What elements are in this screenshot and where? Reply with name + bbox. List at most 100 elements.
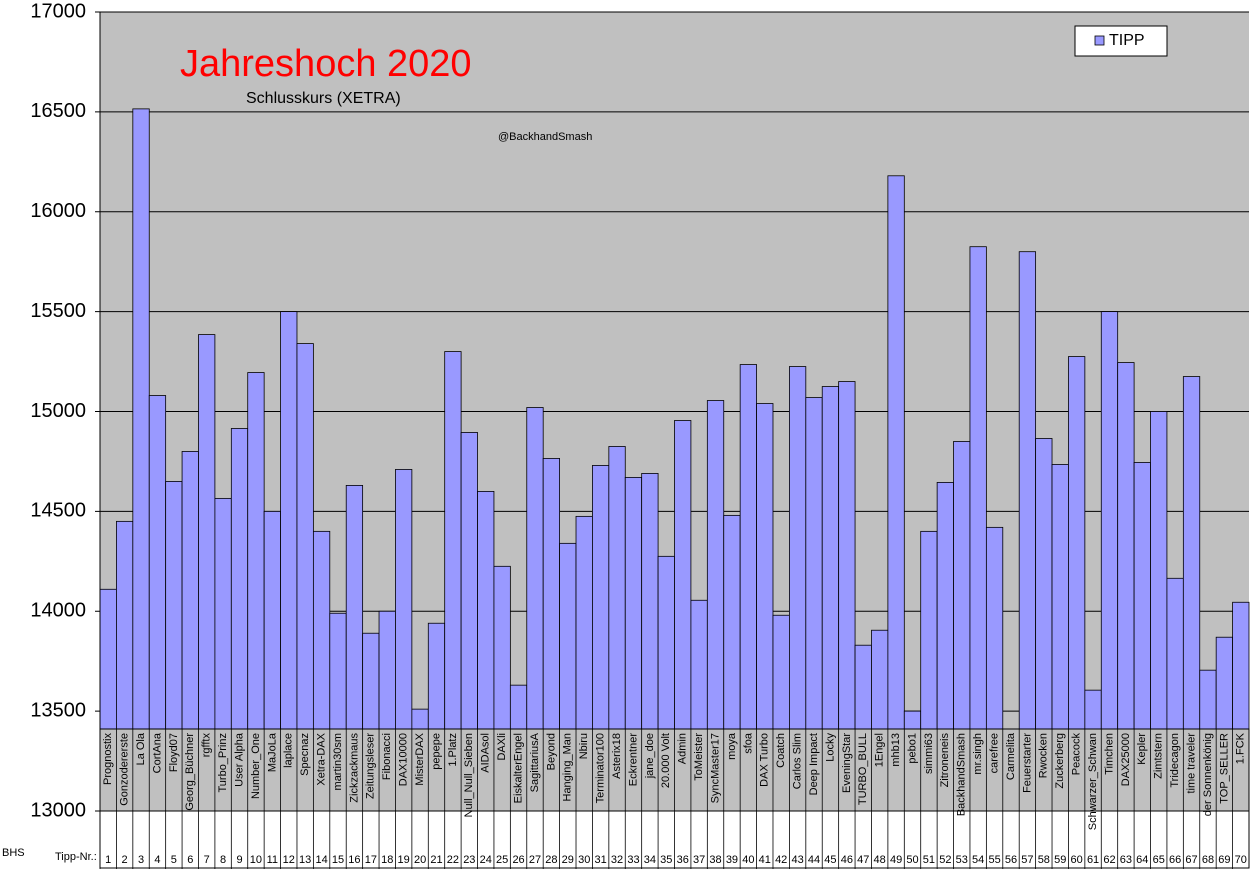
chart-subtitle: Schlusskurs (XETRA) bbox=[246, 90, 401, 107]
x-tick-label: simmi63 bbox=[923, 733, 935, 774]
tipp-number: 25 bbox=[496, 854, 508, 866]
x-tick-label: BackhandSmash bbox=[956, 733, 968, 816]
tipp-number: 41 bbox=[759, 854, 771, 866]
x-tick-label: Locky bbox=[824, 733, 836, 762]
y-tick-label: 14000 bbox=[30, 600, 86, 622]
x-tick-label: Zickzackmaus bbox=[348, 733, 360, 803]
x-tick-label: Zuckerberg bbox=[1054, 733, 1066, 789]
tipp-number: 52 bbox=[939, 854, 951, 866]
tipp-number: 16 bbox=[348, 854, 360, 866]
x-tick-label: ToMeister bbox=[693, 733, 705, 781]
tipp-number: 64 bbox=[1136, 854, 1148, 866]
tipp-number: 17 bbox=[365, 854, 377, 866]
x-tick-label: Xetra-DAX bbox=[315, 732, 327, 785]
x-tick-label: Gonzodererste bbox=[119, 733, 131, 806]
tipp-number: 68 bbox=[1202, 854, 1214, 866]
x-tick-label: Rwocken bbox=[1038, 733, 1050, 778]
x-tick-label: Nbiru bbox=[578, 733, 590, 759]
tipp-number: 8 bbox=[220, 854, 226, 866]
bar bbox=[969, 246, 987, 812]
x-tick-label: Terminator100 bbox=[595, 733, 607, 803]
tipp-number: 40 bbox=[742, 854, 754, 866]
x-tick-label: mr.singh bbox=[972, 733, 984, 775]
y-tick-label: 13000 bbox=[30, 799, 86, 821]
x-tick-label: Admin bbox=[677, 733, 689, 764]
tipp-number: 30 bbox=[578, 854, 590, 866]
legend-swatch bbox=[1094, 35, 1105, 46]
tipp-number: 33 bbox=[627, 854, 639, 866]
tipp-number: 43 bbox=[791, 854, 803, 866]
x-tick-label: moya bbox=[726, 732, 738, 760]
tipp-number: 44 bbox=[808, 854, 820, 866]
x-tick-label: La Ola bbox=[135, 732, 147, 765]
tipp-number: 3 bbox=[138, 854, 144, 866]
x-tick-label: MisterDAX bbox=[414, 732, 426, 785]
x-tick-label: mhb13 bbox=[890, 733, 902, 767]
x-tick-label: 1.FCK bbox=[1235, 732, 1247, 764]
x-tick-label: 1Engel bbox=[874, 733, 886, 767]
x-tick-label: Fibonacci bbox=[381, 733, 393, 780]
y-tick-label: 13500 bbox=[30, 699, 86, 721]
tipp-number: 19 bbox=[398, 854, 410, 866]
x-tick-label: Kepler bbox=[1136, 733, 1148, 765]
tipp-number: 34 bbox=[644, 854, 656, 866]
x-tick-label: Asterix18 bbox=[611, 733, 623, 779]
tipp-number: 9 bbox=[236, 854, 242, 866]
x-tick-label: Number_One bbox=[250, 733, 262, 799]
x-tick-label: User Alpha bbox=[233, 732, 245, 787]
tipp-number: 7 bbox=[204, 854, 210, 866]
y-tick-label: 15500 bbox=[30, 300, 86, 322]
tipp-number: 2 bbox=[122, 854, 128, 866]
x-tick-label: DAX10000 bbox=[398, 733, 410, 786]
tipp-number: 61 bbox=[1087, 854, 1099, 866]
annotation: @BackhandSmash bbox=[498, 131, 592, 143]
x-tick-label: rgfftx bbox=[201, 733, 213, 758]
x-tick-label: TURBO_BULL bbox=[857, 733, 869, 805]
tipp-number: 15 bbox=[332, 854, 344, 866]
x-tick-label: Turbo_Prinz bbox=[217, 733, 229, 793]
x-tick-label: DAX Turbo bbox=[759, 733, 771, 787]
tipp-number: 55 bbox=[988, 854, 1000, 866]
tipp-number: 36 bbox=[677, 854, 689, 866]
tipp-number: 37 bbox=[693, 854, 705, 866]
y-tick-label: 14500 bbox=[30, 500, 86, 522]
x-tick-label: Carlos Slim bbox=[792, 733, 804, 789]
tipp-number: 12 bbox=[283, 854, 295, 866]
tipp-number: 14 bbox=[315, 854, 327, 866]
x-tick-label: CortAna bbox=[151, 732, 163, 773]
tipp-number: 23 bbox=[463, 854, 475, 866]
x-tick-label: Georg_Büchner bbox=[184, 733, 196, 811]
tipp-number: 39 bbox=[726, 854, 738, 866]
tipp-number: 32 bbox=[611, 854, 623, 866]
x-tick-label: Floyd07 bbox=[168, 733, 180, 772]
x-tick-label: EiskalterEngel bbox=[512, 733, 524, 803]
x-tick-label: DAXli bbox=[496, 733, 508, 761]
x-tick-label: pebo1 bbox=[906, 733, 918, 764]
tipp-number: 50 bbox=[906, 854, 918, 866]
x-tick-label: Null_Null_Sieben bbox=[463, 733, 475, 817]
tipp-number: 56 bbox=[1005, 854, 1017, 866]
x-tick-label: martin30sm bbox=[332, 733, 344, 790]
y-tick-label: 15000 bbox=[30, 400, 86, 422]
x-tick-label: jane_doe bbox=[644, 733, 656, 779]
x-tick-label: Coatch bbox=[775, 733, 787, 768]
x-tick-label: sfoa bbox=[742, 732, 754, 754]
x-tick-label: Tridecagon bbox=[1169, 733, 1181, 788]
tipp-number: 62 bbox=[1103, 854, 1115, 866]
x-tick-label: MaJoLa bbox=[266, 732, 278, 772]
bar bbox=[1018, 251, 1037, 812]
x-tick-label: laplace bbox=[283, 733, 295, 768]
tipp-number: 22 bbox=[447, 854, 459, 866]
y-tick-label: 17000 bbox=[30, 0, 86, 22]
tipp-number: 29 bbox=[562, 854, 574, 866]
tipp-number: 65 bbox=[1153, 854, 1165, 866]
legend-label: TIPP bbox=[1109, 32, 1145, 49]
tipp-number: 38 bbox=[709, 854, 721, 866]
tipp-number: 57 bbox=[1021, 854, 1033, 866]
x-tick-label: Eckrentner bbox=[627, 733, 639, 787]
x-tick-label: 20.000 Volt bbox=[660, 733, 672, 788]
x-tick-label: der Sonnenkönig bbox=[1202, 733, 1214, 816]
tipp-number: 60 bbox=[1071, 854, 1083, 866]
x-tick-label: SyncMaster17 bbox=[709, 733, 721, 803]
tipp-number: 63 bbox=[1120, 854, 1132, 866]
